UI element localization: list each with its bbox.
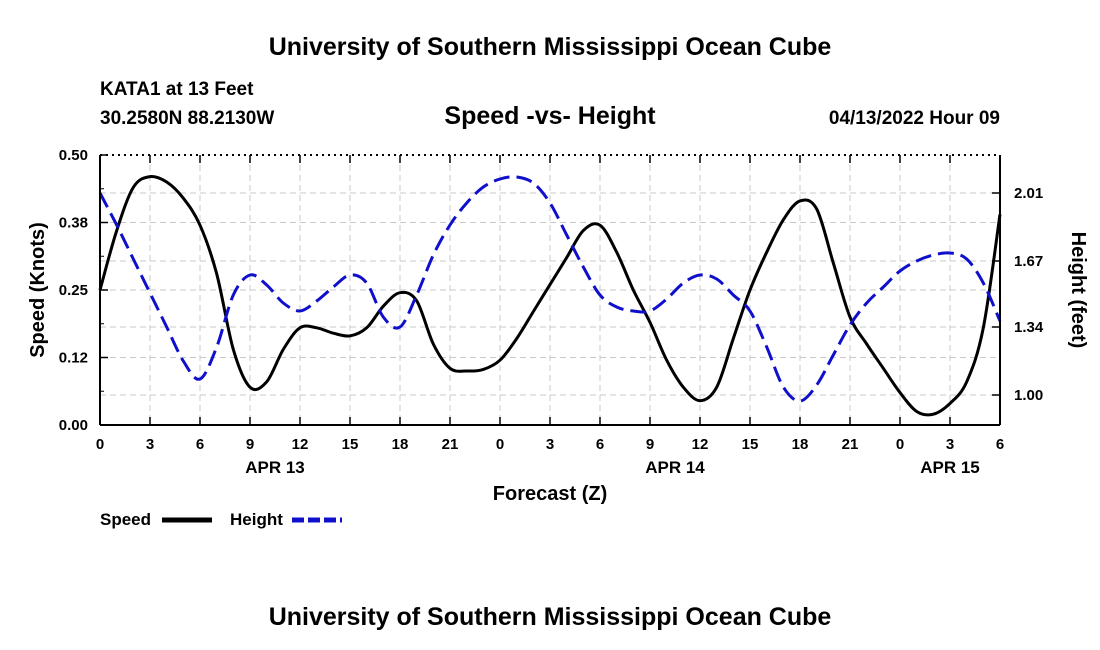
- x-tick-label: 0: [96, 436, 104, 453]
- x-tick-label: 21: [842, 436, 859, 453]
- x-tick-label: 6: [596, 436, 604, 453]
- x-date-label: APR 13: [245, 458, 305, 477]
- x-tick-label: 6: [996, 436, 1004, 453]
- x-tick-label: 9: [646, 436, 654, 453]
- location-label: 30.2580N 88.2130W: [100, 108, 274, 129]
- x-tick-label: 18: [792, 436, 809, 453]
- y2-tick-label: 2.01: [1014, 185, 1043, 202]
- x-tick-label: 12: [292, 436, 309, 453]
- x-tick-label: 21: [442, 436, 459, 453]
- x-date-label: APR 14: [645, 458, 705, 477]
- header-title: University of Southern Mississippi Ocean…: [269, 33, 832, 61]
- x-tick-label: 3: [146, 436, 154, 453]
- chart-title: Speed -vs- Height: [444, 102, 656, 130]
- y2-tick-label: 1.34: [1014, 319, 1044, 336]
- y2-axis-label: Height (feet): [1067, 232, 1089, 349]
- x-axis-label: Forecast (Z): [493, 483, 607, 505]
- x-tick-label: 9: [246, 436, 254, 453]
- y-tick-label: 0.25: [59, 282, 88, 299]
- x-tick-label: 3: [546, 436, 554, 453]
- x-tick-label: 3: [946, 436, 954, 453]
- y-tick-label: 0.50: [59, 147, 88, 164]
- station-label: KATA1 at 13 Feet: [100, 79, 254, 100]
- x-date-label: APR 15: [920, 458, 980, 477]
- legend-label-speed: Speed: [100, 510, 151, 529]
- axes: 0 3 6 9 12 15 18 21 0 3 6 9 12 15 18 21 0 3 6 APR 13 APR 14 A…: [59, 147, 1044, 477]
- legend-label-height: Height: [230, 510, 283, 529]
- x-tick-label: 0: [896, 436, 904, 453]
- footer-title: University of Southern Mississippi Ocean…: [269, 603, 832, 631]
- x-tick-label: 6: [196, 436, 204, 453]
- x-tick-label: 18: [392, 436, 409, 453]
- y2-tick-label: 1.00: [1014, 387, 1043, 404]
- x-tick-label: 15: [342, 436, 359, 453]
- series-lines: [98, 174, 1002, 417]
- x-tick-label: 0: [496, 436, 504, 453]
- x-tick-label: 12: [692, 436, 709, 453]
- x-tick-label: 15: [742, 436, 759, 453]
- y-tick-label: 0.00: [59, 417, 88, 434]
- legend: Speed Height: [100, 510, 342, 529]
- y-tick-label: 0.38: [59, 215, 88, 232]
- timestamp-label: 04/13/2022 Hour 09: [829, 108, 1000, 129]
- y-axis-label: Speed (Knots): [27, 222, 49, 358]
- y-tick-label: 0.12: [59, 350, 88, 367]
- y2-tick-label: 1.67: [1014, 253, 1043, 270]
- series-line-height: [98, 175, 1002, 403]
